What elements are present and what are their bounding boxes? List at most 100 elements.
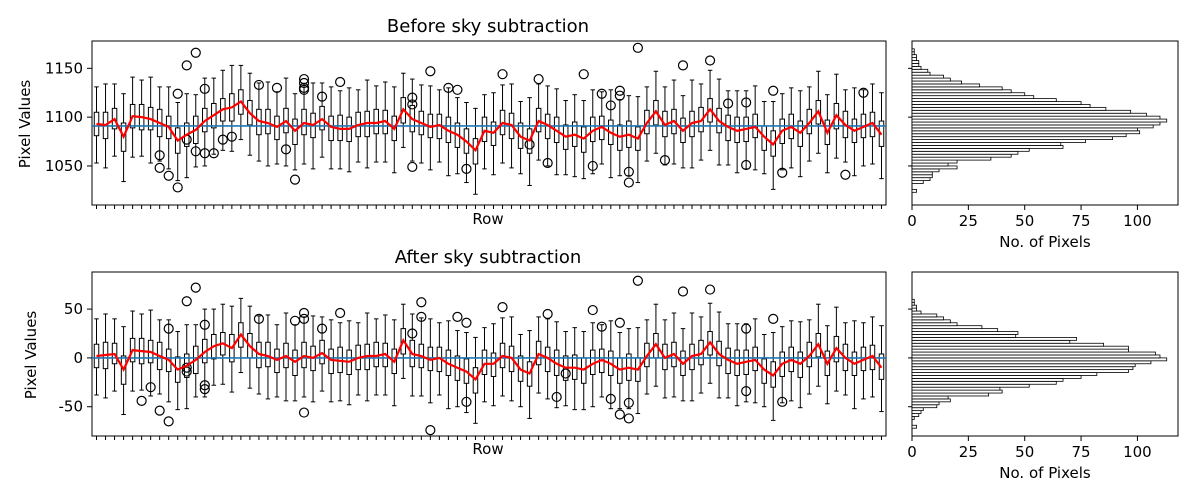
panel-before: Before sky subtraction 1050 1100 1150 0 25 5… [16,16,1179,251]
hist-bar [911,92,1026,97]
boxplot-after: -50 0 50 [59,271,887,440]
outlier-point [704,55,716,66]
plot-frame [91,40,887,206]
outlier-point [741,97,752,108]
hist-bar [911,319,951,324]
outlier-point [723,98,734,109]
hist-bar [911,345,1129,350]
box [283,107,289,134]
outlier-point [840,169,851,180]
hist-bar [911,407,924,412]
hist-bar [911,57,917,61]
outlier-point [614,317,625,328]
outlier-point [659,154,671,166]
hist-bar [911,413,920,417]
hist-bar [911,115,1161,120]
box [526,128,533,154]
outlier-point [416,297,427,308]
box [490,121,497,146]
outlier-point [271,82,283,93]
hist-bar [911,363,1136,368]
box [526,361,533,387]
outlier-point [407,99,418,110]
plot-frame [91,271,887,437]
outlier-point [614,85,625,96]
outlier-point [452,311,463,323]
outlier-point [425,425,436,436]
outlier-point [335,76,346,88]
chart-title-before: Before sky subtraction [387,16,589,37]
outlier-point [741,323,752,334]
hist-bar [911,60,920,64]
box [183,122,190,147]
hist-bar [911,136,1114,140]
hist-bar [911,316,944,321]
box [878,120,885,147]
hist-bar [911,378,1064,382]
outlier-point [497,69,508,80]
box [292,349,298,376]
box [580,126,587,153]
hist-bar [911,354,1161,359]
ylabel-after: Pixel Values [22,311,40,400]
outlier-point [199,380,210,391]
outlier-point [416,311,427,323]
box [391,115,398,142]
outlier-point [777,396,788,407]
hist-bar [911,54,917,58]
hist-bar [911,366,1134,371]
box [265,341,271,368]
outlier-point [533,73,544,85]
box [878,353,885,380]
outlier-point [497,302,508,313]
outlier-point [614,90,625,101]
hist-bar [911,177,931,181]
outlier-point [858,87,869,98]
outlier-point [704,284,716,295]
box [238,322,244,348]
outlier-point [632,275,643,286]
outlier-point [154,162,165,174]
box [508,345,515,373]
outlier-point [298,84,310,95]
outlier-point [587,304,598,316]
box [292,118,298,145]
box [319,105,325,131]
hist-bar [911,171,933,176]
hist-bar [911,322,958,327]
hist-x-tick-label: 50 [1015,212,1034,230]
outlier-point [181,296,192,307]
outlier-point [587,160,598,172]
outlier-point [316,323,328,334]
outlier-point [777,167,788,178]
box [752,346,758,372]
box [274,348,280,374]
outlier-point [741,159,752,171]
hist-bar [911,424,917,429]
hist-bar [911,337,1077,341]
outlier-point [407,92,418,103]
hist-bar [911,150,1019,155]
outlier-point [163,416,174,427]
outlier-point [199,384,210,395]
hist-bar [911,68,929,73]
box [680,117,686,144]
box [707,331,713,356]
hist-bar [911,145,1064,149]
hist-bar [911,153,1012,158]
outlier-point [145,382,156,393]
xlabel-before: Row [472,210,503,228]
hist-x-tick-label: 0 [907,212,917,230]
outlier-point [298,313,310,324]
outlier-point [605,100,616,111]
outlier-point [407,328,418,339]
hist-bar [911,142,1062,146]
outlier-point [280,144,292,155]
hist-x-tick-label: 75 [1072,443,1091,461]
hist-x-tick-label: 100 [1123,443,1152,461]
outlier-point [623,177,634,188]
hist-bar [911,369,1129,373]
hist-bar [911,372,1098,376]
outlier-point [551,391,562,403]
hist-xlabel-after: No. of Pixels [999,464,1091,482]
